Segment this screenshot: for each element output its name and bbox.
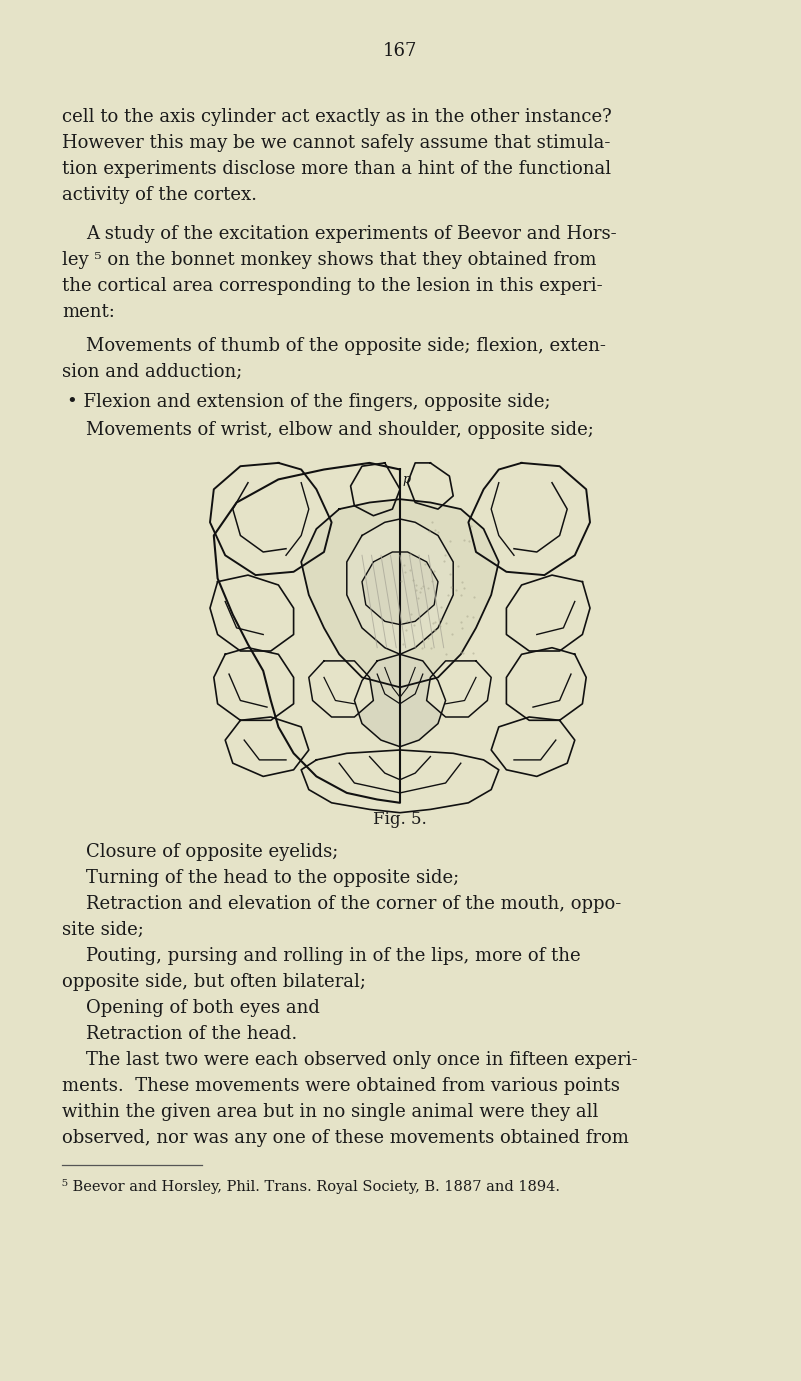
Polygon shape [408,463,453,510]
Text: • Flexion and extension of the fingers, opposite side;: • Flexion and extension of the fingers, … [67,392,550,410]
Text: A study of the excitation experiments of Beevor and Hors-: A study of the excitation experiments of… [86,225,617,243]
Polygon shape [362,552,438,624]
Polygon shape [506,648,586,721]
Text: However this may be we cannot safely assume that stimula-: However this may be we cannot safely ass… [62,134,610,152]
Polygon shape [427,661,491,717]
Text: Closure of opposite eyelids;: Closure of opposite eyelids; [86,842,338,860]
Text: Pouting, pursing and rolling in of the lips, more of the: Pouting, pursing and rolling in of the l… [86,947,581,965]
Polygon shape [301,750,499,812]
Polygon shape [214,648,294,721]
Polygon shape [491,717,575,776]
Text: p: p [402,474,410,486]
Polygon shape [469,463,590,574]
Text: the cortical area corresponding to the lesion in this experi-: the cortical area corresponding to the l… [62,278,602,296]
Polygon shape [225,717,309,776]
Text: cell to the axis cylinder act exactly as in the other instance?: cell to the axis cylinder act exactly as… [62,108,612,126]
Text: The last two were each observed only once in fifteen experi-: The last two were each observed only onc… [86,1051,638,1069]
Text: ⁵ Beevor and Horsley, Phil. Trans. Royal Society, B. 1887 and 1894.: ⁵ Beevor and Horsley, Phil. Trans. Royal… [62,1179,560,1195]
Text: tion experiments disclose more than a hint of the functional: tion experiments disclose more than a hi… [62,160,611,178]
Polygon shape [506,574,590,650]
Text: ley ⁵ on the bonnet monkey shows that they obtained from: ley ⁵ on the bonnet monkey shows that th… [62,251,597,269]
Text: 167: 167 [383,41,417,59]
Text: opposite side, but often bilateral;: opposite side, but often bilateral; [62,972,366,992]
Text: Opening of both eyes and: Opening of both eyes and [86,998,320,1016]
Text: observed, nor was any one of these movements obtained from: observed, nor was any one of these movem… [62,1128,629,1146]
Polygon shape [347,519,453,655]
Polygon shape [210,463,332,574]
Polygon shape [210,574,294,650]
Text: Fig. 5.: Fig. 5. [373,811,427,827]
Polygon shape [351,463,400,515]
Polygon shape [354,655,445,747]
Text: Turning of the head to the opposite side;: Turning of the head to the opposite side… [86,869,459,887]
Text: Retraction and elevation of the corner of the mouth, oppo-: Retraction and elevation of the corner o… [86,895,622,913]
Text: ment:: ment: [62,302,115,320]
Text: within the given area but in no single animal were they all: within the given area but in no single a… [62,1103,598,1121]
Text: activity of the cortex.: activity of the cortex. [62,186,257,204]
Text: Retraction of the head.: Retraction of the head. [86,1025,297,1043]
Text: site side;: site side; [62,921,144,939]
Polygon shape [301,499,499,688]
Text: Movements of wrist, elbow and shoulder, opposite side;: Movements of wrist, elbow and shoulder, … [86,421,594,439]
Polygon shape [309,661,373,717]
Text: ments.  These movements were obtained from various points: ments. These movements were obtained fro… [62,1077,620,1095]
Text: Movements of thumb of the opposite side; flexion, exten-: Movements of thumb of the opposite side;… [86,337,606,355]
Text: sion and adduction;: sion and adduction; [62,363,243,381]
